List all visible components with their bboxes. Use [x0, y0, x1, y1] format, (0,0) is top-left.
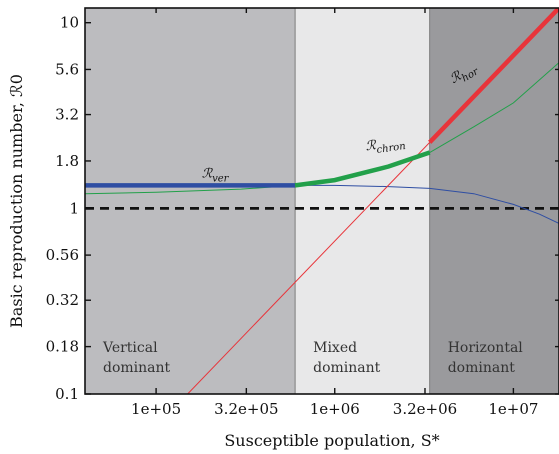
y-tick-label: 0.56 [46, 246, 79, 264]
x-tick-label: 1e+05 [131, 400, 181, 418]
series-r-chron-dominant [294, 150, 431, 188]
x-tick-label: 3.2e+06 [393, 400, 457, 418]
region-label-line2: dominant [448, 360, 516, 376]
y-tick-label: 3.2 [55, 106, 79, 124]
x-tick-label: 3.2e+05 [214, 400, 278, 418]
region-label-line1: Horizontal [448, 340, 524, 356]
y-tick-label: 0.18 [46, 338, 79, 356]
region-label-line2: dominant [313, 360, 381, 376]
curve-label-ver: ℛver [202, 166, 230, 184]
region-label-line1: Vertical [102, 340, 158, 356]
region-3 [429, 8, 559, 394]
curve-label-subscript: ver [212, 173, 230, 184]
y-tick-label: 1 [69, 199, 79, 217]
series-layer [85, 8, 559, 394]
regions-layer [85, 8, 559, 394]
axes-layer: 0.1 0.18 0.32 0.56 1 1.8 3.2 5.6 10 1e+05 3.2e+05 1… [7, 7, 559, 450]
curve-label-chron: ℛchron [365, 134, 407, 157]
x-tick-label: 1e+06 [310, 400, 360, 418]
y-axis-title: Basic reproduction number, ℛ0 [7, 74, 26, 328]
y-tick-label: 0.32 [46, 291, 79, 309]
y-tick-label: 10 [60, 14, 79, 32]
region-1 [85, 8, 296, 394]
region-2 [295, 8, 430, 394]
x-axis-title: Susceptible population, S* [224, 431, 439, 450]
y-tick-label: 5.6 [55, 60, 79, 78]
region-label-line1: Mixed [313, 340, 357, 356]
y-tick-label: 1.8 [55, 152, 79, 170]
x-tick-label: 1e+07 [488, 400, 538, 418]
curve-label-base: ℛ [365, 138, 379, 155]
curve-label-base: ℛ [202, 166, 214, 181]
plot-frame [84, 7, 559, 395]
series-r-hor-dominant [428, 8, 559, 144]
region-label-line2: dominant [103, 360, 171, 376]
labels-layer: Vertical dominant Mixed dominant Horizontal d… [102, 66, 524, 376]
y-tick-label: 0.1 [55, 385, 79, 403]
curve-label-subscript: chron [376, 141, 407, 156]
